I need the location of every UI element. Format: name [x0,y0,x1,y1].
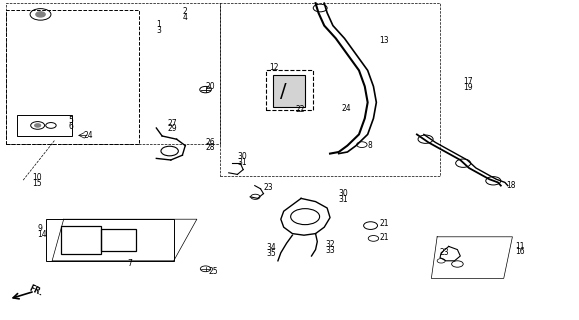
Text: 27: 27 [168,119,178,128]
Bar [6,10,139,144]
Text: 28: 28 [206,143,215,152]
Text: 10: 10 [32,173,42,182]
Text: 1: 1 [156,20,161,28]
Text: 24: 24 [342,104,351,113]
Text: 4: 4 [182,13,187,22]
Text: 9: 9 [38,224,42,233]
Text: 29: 29 [168,124,178,133]
Text: 21: 21 [379,233,389,242]
Text: 14: 14 [38,230,47,239]
Text: FR.: FR. [28,284,45,298]
Text: 12: 12 [269,63,278,72]
Text: 6: 6 [68,122,73,131]
Text: 18: 18 [507,181,516,190]
Bar [61,226,101,254]
Circle shape [35,124,41,127]
Bar [46,219,174,261]
Text: 25: 25 [208,268,218,276]
Text: 8: 8 [368,141,372,150]
Text: 20: 20 [206,82,215,91]
Text: 15: 15 [32,179,42,188]
Text: 22: 22 [295,105,305,114]
Text: 11: 11 [515,242,525,251]
Text: 31: 31 [237,158,247,167]
Text: 19: 19 [463,83,473,92]
Text: 21: 21 [379,220,389,228]
Bar [273,75,305,107]
Text: 17: 17 [463,77,473,86]
Text: 24: 24 [84,131,94,140]
Text: 16: 16 [515,247,525,256]
Text: 3: 3 [156,26,161,35]
Bar [17,115,72,136]
Text: 13: 13 [379,36,389,44]
Text: 23: 23 [263,183,273,192]
Text: 35: 35 [266,249,276,258]
Text: 30: 30 [237,152,247,161]
Text: 34: 34 [266,244,276,252]
Text: 32: 32 [325,240,335,249]
Text: 7: 7 [127,259,132,268]
Bar [266,70,313,110]
Bar [220,3,440,176]
Text: 26: 26 [206,138,215,147]
Text: 23: 23 [439,248,449,257]
Text: 5: 5 [68,116,73,125]
Text: 2: 2 [182,7,187,16]
Circle shape [36,12,45,17]
Bar [101,229,136,251]
Text: /: / [280,82,287,101]
Text: 33: 33 [325,246,335,255]
Text: 31: 31 [339,195,349,204]
Text: 30: 30 [339,189,349,198]
